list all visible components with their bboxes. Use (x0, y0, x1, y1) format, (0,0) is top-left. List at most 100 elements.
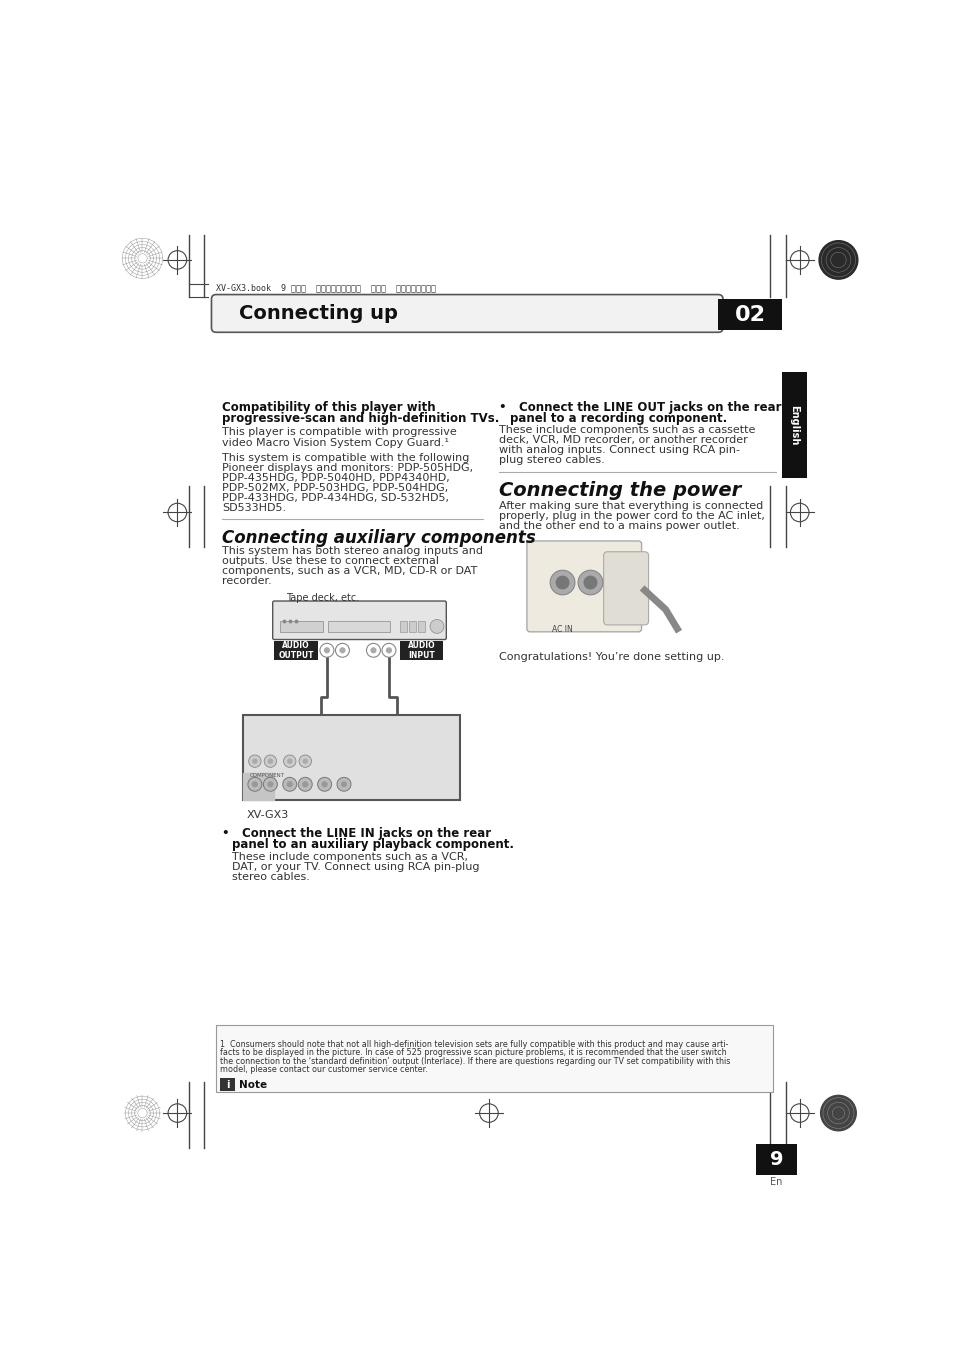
Bar (418, 621, 425, 632)
Text: panel to a recording component.: panel to a recording component. (509, 412, 726, 424)
Bar (216, 1024, 772, 1092)
Text: Tape deck, etc.: Tape deck, etc. (286, 593, 358, 604)
Circle shape (298, 777, 312, 792)
Text: i: i (226, 1079, 230, 1089)
Text: AUDIO
OUTPUT: AUDIO OUTPUT (278, 640, 314, 661)
Circle shape (323, 647, 330, 654)
Bar (280, 621, 323, 632)
Circle shape (264, 755, 276, 767)
Bar (756, 1144, 796, 1174)
Text: •   Connect the LINE IN jacks on the rear: • Connect the LINE IN jacks on the rear (222, 827, 491, 840)
Circle shape (340, 781, 347, 788)
Bar (399, 642, 443, 659)
FancyBboxPatch shape (603, 551, 648, 626)
Text: This system is compatible with the following: This system is compatible with the follo… (222, 453, 469, 463)
Bar (399, 621, 406, 632)
Text: AUDIO
INPUT: AUDIO INPUT (407, 640, 435, 661)
Circle shape (550, 570, 575, 594)
FancyBboxPatch shape (526, 540, 641, 632)
Circle shape (268, 758, 273, 763)
Text: These include components such as a cassette: These include components such as a casse… (498, 426, 755, 435)
Text: stereo cables.: stereo cables. (232, 871, 309, 882)
Text: Compatibility of this player with: Compatibility of this player with (222, 401, 436, 413)
Text: DAT, or your TV. Connect using RCA pin-plug: DAT, or your TV. Connect using RCA pin-p… (232, 862, 478, 871)
Text: Congratulations! You’re done setting up.: Congratulations! You’re done setting up. (498, 651, 723, 662)
Text: •   Connect the LINE OUT jacks on the rear: • Connect the LINE OUT jacks on the rear (498, 401, 781, 413)
Bar (243, 715, 459, 800)
Text: English: English (788, 404, 799, 444)
Text: facts to be displayed in the picture. In case of 525 progressive scan picture pr: facts to be displayed in the picture. In… (220, 1048, 726, 1058)
Text: and the other end to a mains power outlet.: and the other end to a mains power outle… (498, 521, 739, 531)
Text: progressive-scan and high-definition TVs.: progressive-scan and high-definition TVs… (222, 412, 499, 424)
Circle shape (819, 240, 857, 280)
Text: 1  Consumers should note that not all high-definition television sets are fully : 1 Consumers should note that not all hig… (220, 1040, 727, 1048)
Circle shape (302, 758, 308, 763)
Text: the connection to the ‘standard definition’ output (Interlace). If there are que: the connection to the ‘standard definiti… (220, 1056, 730, 1066)
Text: outputs. Use these to connect external: outputs. Use these to connect external (222, 555, 439, 566)
Text: XV-GX3.book  9 ページ  ２００５年７月６日  水曜日  午前１１晎４２分: XV-GX3.book 9 ページ ２００５年７月６日 水曜日 午前１１晎４２分 (216, 284, 436, 292)
Circle shape (263, 777, 277, 792)
Text: After making sure that everything is connected: After making sure that everything is con… (498, 501, 762, 511)
Bar (718, 299, 781, 330)
Bar (328, 621, 390, 632)
Text: with analog inputs. Connect using RCA pin-: with analog inputs. Connect using RCA pi… (498, 446, 740, 455)
Circle shape (370, 647, 376, 654)
Bar (781, 372, 806, 478)
Circle shape (283, 755, 295, 767)
FancyBboxPatch shape (273, 601, 446, 639)
Text: AC IN: AC IN (552, 626, 573, 634)
Circle shape (321, 781, 328, 788)
Text: PDP-502MX, PDP-503HDG, PDP-504HDG,: PDP-502MX, PDP-503HDG, PDP-504HDG, (222, 484, 448, 493)
Text: These include components such as a VCR,: These include components such as a VCR, (232, 852, 467, 862)
Text: En: En (769, 1177, 781, 1188)
Bar (409, 621, 416, 632)
Text: SD533HD5.: SD533HD5. (222, 503, 286, 513)
Text: This system has both stereo analog inputs and: This system has both stereo analog input… (222, 546, 483, 555)
Bar (220, 1078, 235, 1090)
Circle shape (385, 647, 392, 654)
Circle shape (335, 643, 349, 657)
Text: recorder.: recorder. (222, 576, 272, 585)
Text: model, please contact our customer service center.: model, please contact our customer servi… (220, 1066, 427, 1074)
Text: panel to an auxiliary playback component.: panel to an auxiliary playback component… (232, 838, 513, 851)
Text: PDP-435HDG, PDP-5040HD, PDP4340HD,: PDP-435HDG, PDP-5040HD, PDP4340HD, (222, 473, 450, 484)
Circle shape (339, 647, 345, 654)
Polygon shape (243, 773, 274, 800)
Text: This player is compatible with progressive: This player is compatible with progressi… (222, 427, 456, 436)
Circle shape (366, 643, 380, 657)
Text: Connecting the power: Connecting the power (498, 481, 740, 500)
Circle shape (286, 781, 293, 788)
Text: Connecting up: Connecting up (239, 304, 397, 323)
Circle shape (319, 643, 334, 657)
FancyBboxPatch shape (212, 295, 722, 332)
Text: COMPONENT: COMPONENT (249, 773, 284, 778)
Text: 9: 9 (769, 1150, 782, 1169)
Text: plug stereo cables.: plug stereo cables. (498, 455, 604, 466)
Text: deck, VCR, MD recorder, or another recorder: deck, VCR, MD recorder, or another recor… (498, 435, 747, 446)
Circle shape (252, 758, 257, 763)
Circle shape (820, 1096, 856, 1131)
Bar (274, 642, 317, 659)
Text: PDP-433HDG, PDP-434HDG, SD-532HD5,: PDP-433HDG, PDP-434HDG, SD-532HD5, (222, 493, 449, 503)
Circle shape (267, 781, 274, 788)
Circle shape (317, 777, 332, 792)
Text: properly, plug in the power cord to the AC inlet,: properly, plug in the power cord to the … (498, 511, 764, 521)
Circle shape (249, 755, 261, 767)
Circle shape (381, 643, 395, 657)
Circle shape (578, 570, 602, 594)
Circle shape (555, 576, 569, 589)
Circle shape (298, 755, 311, 767)
Text: XV-GX3: XV-GX3 (247, 811, 289, 820)
Text: Connecting auxiliary components: Connecting auxiliary components (222, 528, 536, 547)
Circle shape (430, 620, 443, 634)
Text: video Macro Vision System Copy Guard.¹: video Macro Vision System Copy Guard.¹ (222, 438, 449, 447)
Circle shape (336, 777, 351, 792)
Circle shape (302, 781, 308, 788)
Circle shape (248, 777, 261, 792)
Text: Pioneer displays and monitors: PDP-505HDG,: Pioneer displays and monitors: PDP-505HD… (222, 463, 473, 473)
Circle shape (252, 781, 257, 788)
Circle shape (282, 777, 296, 792)
Text: components, such as a VCR, MD, CD-R or DAT: components, such as a VCR, MD, CD-R or D… (222, 566, 477, 576)
Text: 02: 02 (734, 304, 765, 324)
Circle shape (287, 758, 293, 763)
